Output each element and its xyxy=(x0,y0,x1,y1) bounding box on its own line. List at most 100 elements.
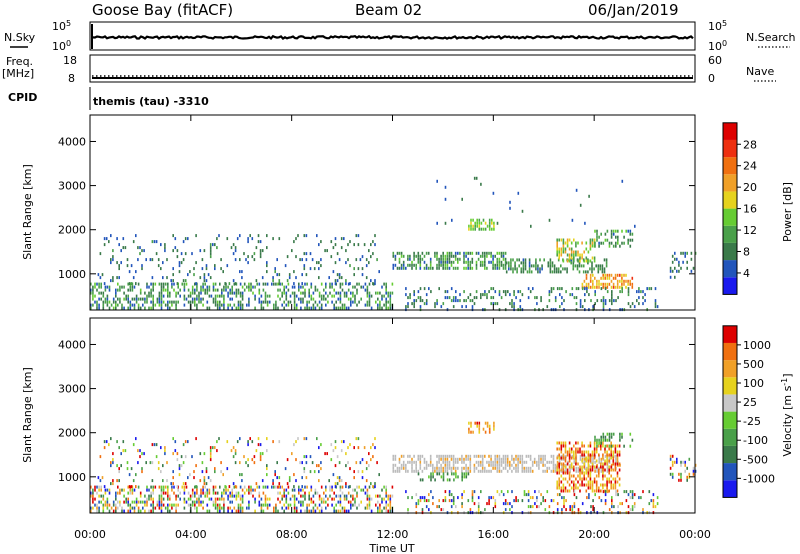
data-cell xyxy=(479,460,482,464)
data-cell xyxy=(122,237,125,241)
data-cell xyxy=(560,444,563,448)
data-cell xyxy=(554,469,557,473)
data-cell xyxy=(106,300,109,304)
data-cell xyxy=(591,450,594,454)
data-cell xyxy=(177,300,179,304)
data-cell xyxy=(243,491,246,495)
data-cell xyxy=(275,509,277,513)
data-cell xyxy=(442,302,445,306)
data-cell xyxy=(680,472,682,476)
data-cell xyxy=(469,508,472,512)
data-cell xyxy=(258,288,261,292)
data-cell xyxy=(589,279,592,283)
data-cell xyxy=(172,279,174,283)
data-cell xyxy=(150,503,152,507)
data-cell xyxy=(438,469,440,473)
data-cell xyxy=(556,253,558,257)
data-cell xyxy=(121,509,123,513)
data-cell xyxy=(378,270,380,274)
data-cell xyxy=(444,466,447,470)
data-cell xyxy=(610,465,612,469)
data-cell xyxy=(507,290,509,294)
data-cell xyxy=(383,485,385,489)
data-cell xyxy=(268,300,271,304)
data-cell xyxy=(131,288,134,292)
data-cell xyxy=(293,509,296,513)
colorbar-segment xyxy=(723,360,737,378)
data-cell xyxy=(480,296,482,300)
data-cell xyxy=(266,485,269,489)
data-cell xyxy=(552,457,555,461)
data-cell xyxy=(595,264,597,268)
data-cell xyxy=(204,494,206,498)
data-cell xyxy=(231,488,233,492)
data-cell xyxy=(533,460,536,464)
data-cell xyxy=(293,282,295,286)
data-cell xyxy=(144,500,146,504)
data-cell xyxy=(502,254,505,258)
data-cell xyxy=(191,297,194,301)
data-cell xyxy=(570,450,573,454)
data-cell xyxy=(493,224,495,228)
data-cell xyxy=(478,430,481,434)
data-cell xyxy=(509,463,511,467)
data-cell xyxy=(598,466,600,470)
data-cell xyxy=(394,457,397,461)
data-cell xyxy=(214,497,217,501)
data-cell xyxy=(594,460,596,464)
data-cell xyxy=(277,485,279,489)
data-cell xyxy=(303,234,306,238)
data-cell xyxy=(162,294,165,298)
data-cell xyxy=(619,435,621,439)
data-cell xyxy=(559,305,561,309)
data-cell xyxy=(398,260,401,264)
data-cell xyxy=(110,464,112,468)
data-cell xyxy=(257,240,260,244)
data-cell xyxy=(517,454,519,458)
data-cell xyxy=(557,270,560,274)
data-cell xyxy=(372,240,374,244)
data-cell xyxy=(494,290,497,294)
data-cell xyxy=(204,491,206,495)
data-cell xyxy=(581,502,584,506)
data-cell xyxy=(391,282,394,286)
data-cell xyxy=(398,266,401,270)
data-cell xyxy=(486,251,488,255)
data-cell xyxy=(108,488,111,492)
data-cell xyxy=(328,479,330,483)
data-cell xyxy=(507,490,509,494)
data-cell xyxy=(308,306,310,310)
data-cell xyxy=(302,503,304,507)
data-cell xyxy=(233,291,236,295)
data-cell xyxy=(118,446,120,450)
data-cell xyxy=(415,254,417,258)
data-cell xyxy=(370,509,373,513)
data-cell xyxy=(194,288,196,292)
data-cell xyxy=(183,285,186,289)
data-cell xyxy=(276,258,278,262)
data-cell xyxy=(617,235,619,239)
data-cell xyxy=(638,296,640,300)
data-cell xyxy=(178,467,181,471)
data-cell xyxy=(389,500,392,504)
data-cell xyxy=(187,491,190,495)
data-cell xyxy=(616,279,619,283)
data-cell xyxy=(301,282,303,286)
data-cell xyxy=(484,293,486,297)
data-cell xyxy=(278,237,281,241)
data-cell xyxy=(239,300,242,304)
data-cell xyxy=(122,440,125,444)
data-cell xyxy=(139,291,142,295)
data-cell xyxy=(173,288,175,292)
data-cell xyxy=(405,466,407,470)
data-cell xyxy=(438,454,440,458)
data-cell xyxy=(472,218,474,222)
data-cell xyxy=(442,460,444,464)
y-tick-label: 3000 xyxy=(58,383,86,396)
data-cell xyxy=(421,257,424,261)
data-cell xyxy=(150,497,152,501)
data-cell xyxy=(593,259,596,263)
data-cell xyxy=(477,508,480,512)
data-cell xyxy=(678,260,680,264)
data-cell xyxy=(513,290,515,294)
